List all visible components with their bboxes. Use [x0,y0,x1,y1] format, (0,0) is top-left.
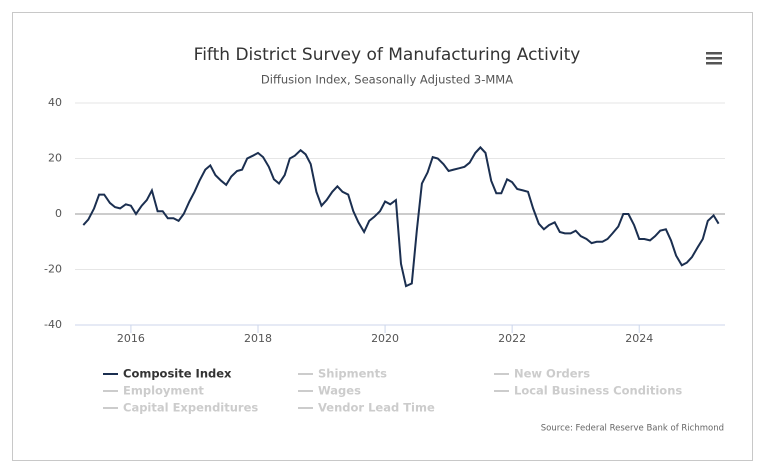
x-tick-label: 2022 [498,332,526,345]
menu-button[interactable] [706,52,722,65]
legend-item[interactable]: Shipments [298,367,387,381]
legend-label: Wages [318,384,361,398]
y-tick-label: 0 [55,207,62,220]
legend-label: Vendor Lead Time [318,401,435,415]
menu-bar [706,52,722,55]
legend-label: Capital Expenditures [123,401,258,415]
y-tick-label: 40 [48,96,62,109]
chart-subtitle: Diffusion Index, Seasonally Adjusted 3-M… [261,73,513,87]
chart-title: Fifth District Survey of Manufacturing A… [194,45,581,65]
legend-label: Employment [123,384,204,398]
source: Source: Federal Reserve Bank of Richmond [541,424,724,434]
legend-label: Local Business Conditions [514,384,682,398]
legend-item[interactable]: Local Business Conditions [494,384,682,398]
legend-item[interactable]: Composite Index [103,367,232,381]
y-tick-label: 20 [48,152,62,165]
x-tick-label: 2024 [625,332,653,345]
menu-bar [706,57,722,60]
legend-label: Composite Index [123,367,232,381]
chart-frame [12,12,753,461]
x-tick-label: 2020 [371,332,399,345]
legend-item[interactable]: New Orders [494,367,590,381]
legend-item[interactable]: Capital Expenditures [103,401,258,415]
menu-bar [706,62,722,65]
legend-item[interactable]: Employment [103,384,204,398]
x-tick-label: 2016 [117,332,145,345]
series-line [82,145,720,288]
x-tick-label: 2018 [244,332,272,345]
legend-label: New Orders [514,367,590,381]
y-tick-label: -40 [44,318,62,331]
legend-item[interactable]: Wages [298,384,361,398]
legend-label: Shipments [318,367,387,381]
legend-item[interactable]: Vendor Lead Time [298,401,435,415]
y-tick-label: -20 [44,263,62,276]
